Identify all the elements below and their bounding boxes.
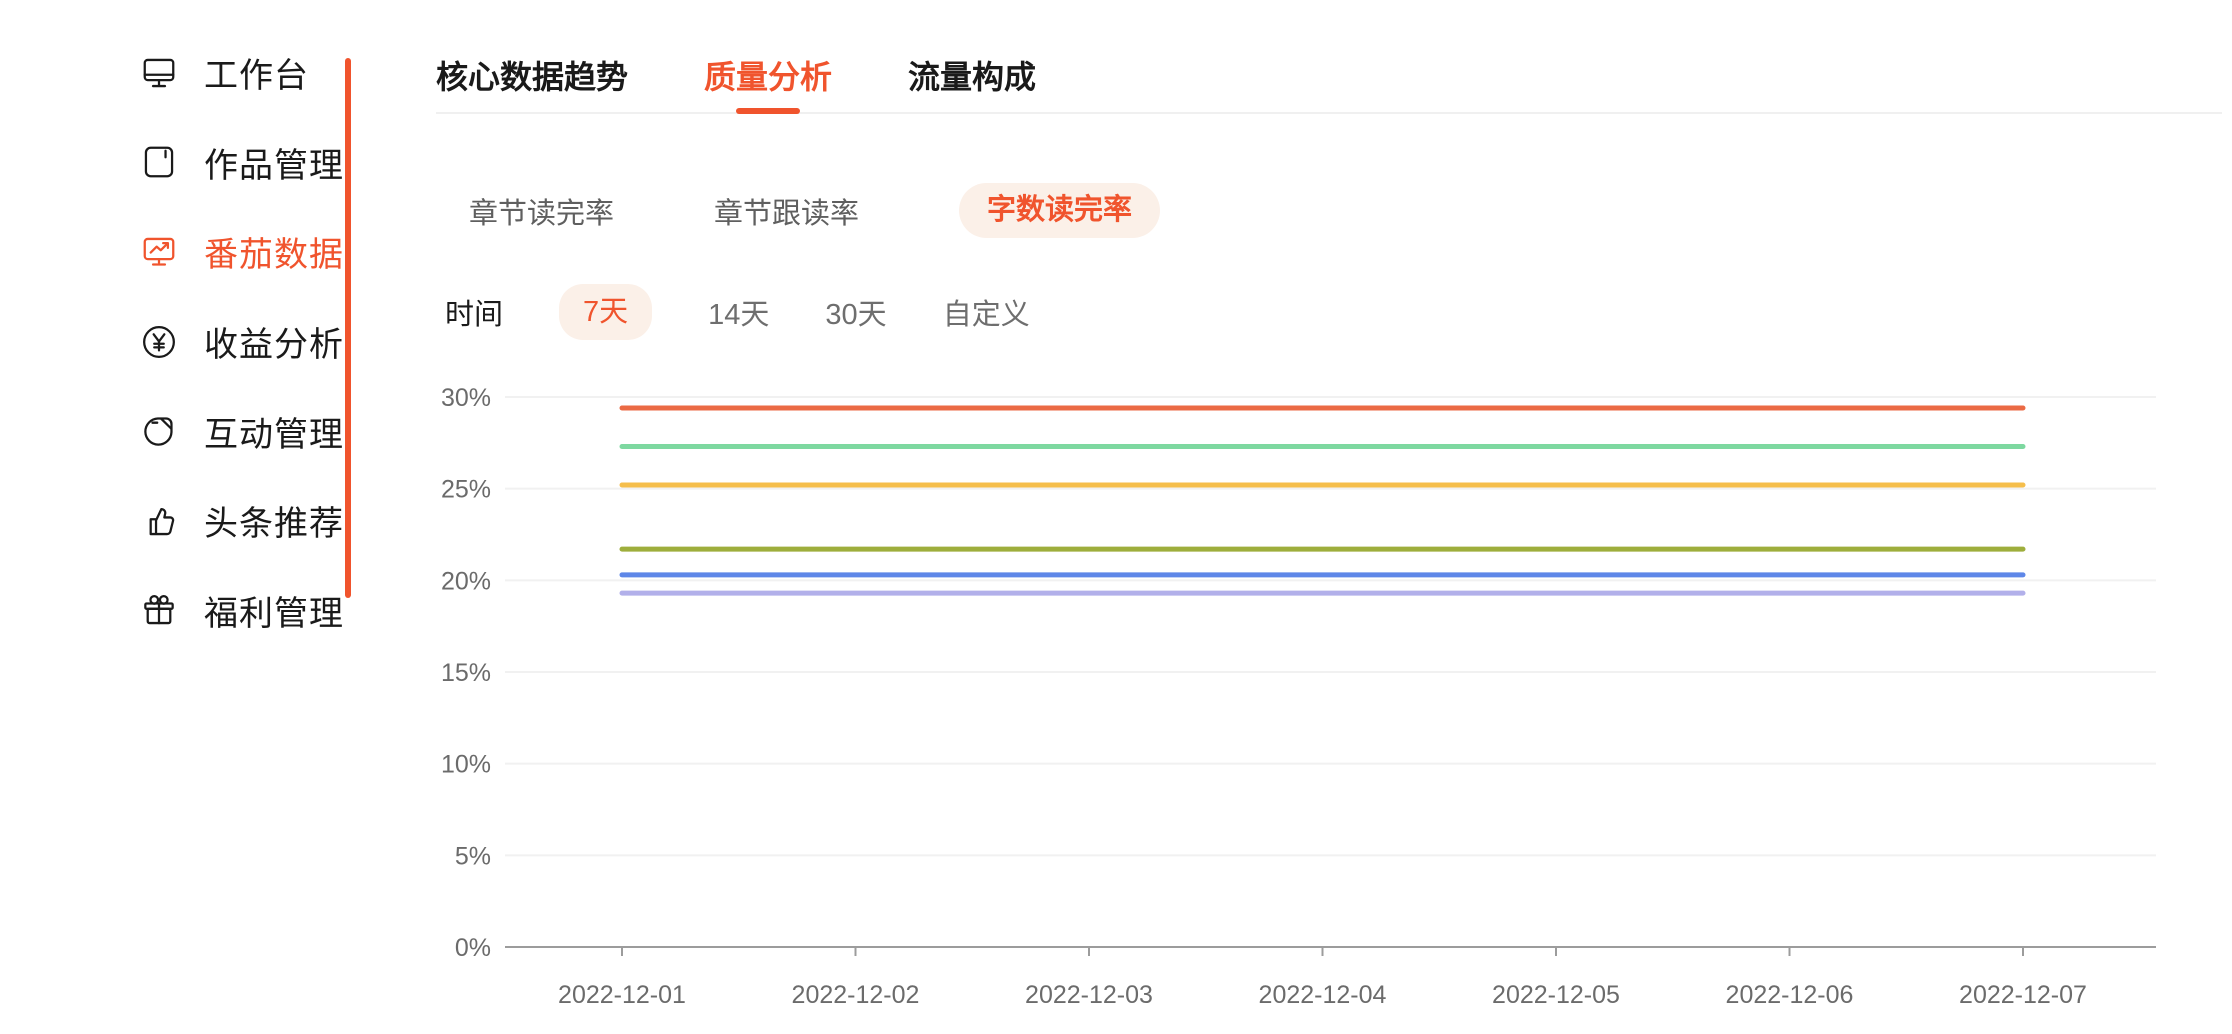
- sidebar-item-interaction[interactable]: 互动管理: [140, 386, 344, 476]
- x-axis-tick-label: 2022-12-07: [1959, 981, 2087, 1009]
- tomato-data-chart-icon: [140, 233, 178, 271]
- tab-label: 核心数据趋势: [436, 59, 629, 95]
- workbench-monitor-icon: [140, 54, 178, 92]
- y-axis-tick-label: 10%: [441, 751, 491, 779]
- y-axis-tick-label: 5%: [455, 842, 491, 870]
- sidebar-item-workbench[interactable]: 工作台: [140, 28, 344, 118]
- y-axis-tick-label: 0%: [455, 934, 491, 962]
- toutiao-thumbsup-icon: [140, 502, 178, 540]
- sidebar-menu: 工作台 作品管理 番茄数据 收益分析: [140, 28, 344, 655]
- revenue-yuan-icon: [140, 323, 178, 361]
- sidebar-item-toutiao[interactable]: 头条推荐: [140, 476, 344, 566]
- tab-traffic-composition[interactable]: 流量构成: [908, 38, 1036, 112]
- y-axis-tick-label: 15%: [441, 659, 491, 687]
- welfare-gift-icon: [140, 591, 178, 629]
- y-axis-tick-label: 25%: [441, 476, 491, 504]
- time-option-14d[interactable]: 14天: [708, 299, 770, 331]
- time-option-custom[interactable]: 自定义: [942, 299, 1030, 331]
- tab-core-data-trend[interactable]: 核心数据趋势: [436, 38, 628, 112]
- sidebar-item-tomato-data[interactable]: 番茄数据: [140, 207, 344, 297]
- sidebar-item-label: 收益分析: [204, 326, 344, 365]
- sidebar-item-welfare[interactable]: 福利管理: [140, 566, 344, 656]
- sidebar-item-label: 互动管理: [204, 415, 344, 454]
- sidebar-item-label: 头条推荐: [204, 505, 344, 544]
- sidebar: 工作台 作品管理 番茄数据 收益分析: [0, 0, 351, 1034]
- works-book-icon: [140, 143, 178, 181]
- time-option-7d[interactable]: 7天: [559, 284, 653, 340]
- sidebar-item-works[interactable]: 作品管理: [140, 118, 344, 208]
- x-axis-tick-label: 2022-12-05: [1492, 981, 1620, 1009]
- sidebar-item-revenue[interactable]: 收益分析: [140, 297, 344, 387]
- time-option-30d[interactable]: 30天: [825, 299, 887, 331]
- x-axis-tick-label: 2022-12-03: [1025, 981, 1153, 1009]
- sidebar-active-divider: [345, 58, 351, 598]
- metric-chapter-finish-rate[interactable]: 章节读完率: [469, 197, 615, 230]
- x-axis-tick-label: 2022-12-02: [792, 981, 920, 1009]
- time-filter-row: 时间 7天 14天 30天 自定义: [445, 284, 1030, 340]
- sidebar-item-label: 作品管理: [204, 146, 344, 185]
- y-axis-tick-label: 20%: [441, 567, 491, 595]
- x-axis-tick-label: 2022-12-01: [558, 981, 686, 1009]
- content-tab-bar: 核心数据趋势 质量分析 流量构成: [436, 38, 2222, 114]
- y-axis-tick-label: 30%: [441, 384, 491, 412]
- quality-line-chart: 0% 5% 10% 15% 20% 25% 30% 2022-12-01 2022-12-02 2…: [420, 370, 2220, 1034]
- sidebar-item-label: 番茄数据: [204, 236, 344, 275]
- chart-canvas: 0% 5% 10% 15% 20% 25% 30% 2022-12-01 2022-12-02 2…: [441, 384, 2156, 1009]
- time-filter-label: 时间: [445, 299, 504, 331]
- sidebar-item-label: 福利管理: [204, 594, 344, 633]
- tab-label: 质量分析: [704, 59, 833, 95]
- x-axis-tick-label: 2022-12-04: [1259, 981, 1387, 1009]
- metric-subtab-row: 章节读完率 章节跟读率 字数读完率: [469, 183, 1161, 238]
- metric-word-finish-rate[interactable]: 字数读完率: [959, 183, 1161, 238]
- tab-label: 流量构成: [908, 59, 1037, 95]
- sidebar-item-label: 工作台: [204, 57, 309, 96]
- x-axis-tick-label: 2022-12-06: [1726, 981, 1854, 1009]
- interaction-leaf-icon: [140, 412, 178, 450]
- active-tab-underline: [736, 108, 801, 114]
- metric-chapter-follow-rate[interactable]: 章节跟读率: [714, 197, 860, 230]
- tab-quality-analysis[interactable]: 质量分析: [704, 38, 833, 114]
